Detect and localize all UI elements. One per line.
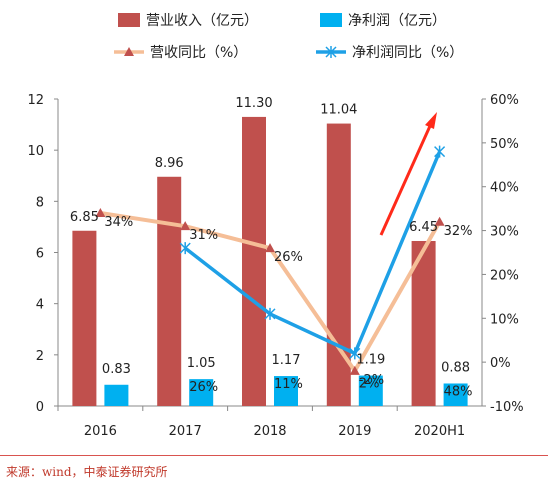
revenue-yoy-label: 34% bbox=[104, 215, 133, 230]
y-left-tick-label: 0 bbox=[36, 400, 44, 415]
legend-marker bbox=[124, 47, 134, 56]
revenue-bar bbox=[72, 230, 97, 406]
y-right-tick-label: 30% bbox=[490, 225, 519, 240]
revenue-yoy-label: 32% bbox=[444, 224, 473, 239]
revenue-value-label: 6.85 bbox=[70, 210, 99, 225]
revenue-yoy-marker bbox=[180, 221, 191, 231]
source-divider bbox=[0, 455, 548, 456]
y-left-tick-label: 4 bbox=[36, 298, 44, 313]
net-profit-value-label: 1.19 bbox=[356, 353, 385, 368]
legend-label: 净利润（亿元） bbox=[348, 13, 446, 29]
net-profit-value-label: 0.88 bbox=[441, 360, 470, 375]
revenue-value-label: 11.04 bbox=[320, 103, 357, 118]
net-profit-bar bbox=[358, 375, 383, 406]
y-right-tick-label: 10% bbox=[490, 312, 519, 327]
net-profit-yoy-label: 11% bbox=[274, 377, 303, 392]
chart: 0 2 4 6 8 10 12 -10% 0% 10% 20% 30% 40% 50% 60% 2016 201… bbox=[27, 13, 524, 439]
source-note: 来源：wind，中泰证券研究所 bbox=[6, 465, 168, 479]
net-profit-yoy-marker bbox=[434, 145, 446, 158]
x-tick-label: 2016 bbox=[84, 424, 117, 439]
y-left-tick-label: 12 bbox=[27, 93, 44, 108]
y-right-tick-label: -10% bbox=[490, 400, 524, 415]
revenue-yoy-marker bbox=[265, 243, 275, 253]
net-profit-value-label: 0.83 bbox=[102, 362, 131, 377]
net-profit-yoy-label: 2% bbox=[359, 377, 380, 392]
revenue-yoy-marker bbox=[349, 365, 360, 375]
trend-arrow-head bbox=[425, 112, 437, 129]
legend-label: 营收同比（%） bbox=[150, 45, 247, 61]
revenue-value-label: 8.96 bbox=[155, 156, 184, 171]
y-left-tick-label: 10 bbox=[27, 144, 44, 159]
y-right-tick-label: 60% bbox=[490, 93, 519, 108]
x-tick-label: 2019 bbox=[338, 424, 371, 439]
revenue-bar bbox=[411, 240, 436, 406]
legend-label: 营业收入（亿元） bbox=[146, 13, 258, 29]
y-left-tick-label: 6 bbox=[36, 247, 44, 262]
revenue-bar bbox=[326, 123, 351, 406]
revenue-yoy-marker bbox=[95, 208, 106, 218]
net-profit-yoy-label: 26% bbox=[189, 380, 218, 395]
revenue-value-label: 6.45 bbox=[409, 220, 438, 235]
net-profit-bar bbox=[274, 376, 298, 406]
legend-label: 净利润同比（%） bbox=[352, 45, 463, 61]
legend-swatch bbox=[320, 13, 342, 27]
net-profit-yoy-line bbox=[184, 150, 442, 356]
revenue-yoy-line bbox=[100, 211, 442, 373]
y-right-tick-label: 50% bbox=[490, 137, 519, 152]
trend-arrow-shaft bbox=[379, 125, 432, 236]
revenue-yoy-label: -2% bbox=[359, 373, 384, 388]
y-left-tick-label: 2 bbox=[36, 349, 44, 364]
x-tick-label: 2018 bbox=[253, 424, 286, 439]
net-profit-yoy-label: 48% bbox=[444, 384, 473, 399]
revenue-yoy-marker bbox=[434, 216, 445, 226]
net-profit-bar bbox=[189, 379, 214, 406]
revenue-yoy-label: 31% bbox=[189, 228, 218, 243]
y-right-tick-label: 0% bbox=[490, 356, 511, 371]
net-profit-yoy-marker bbox=[349, 347, 361, 360]
revenue-value-label: 11.30 bbox=[235, 96, 272, 111]
legend-swatch bbox=[118, 13, 140, 27]
revenue-yoy-label: 26% bbox=[274, 250, 303, 265]
net-profit-yoy-marker bbox=[179, 242, 191, 255]
net-profit-value-label: 1.17 bbox=[272, 353, 301, 368]
legend-marker bbox=[325, 46, 337, 58]
revenue-bar bbox=[242, 116, 266, 407]
revenue-bar bbox=[157, 176, 182, 406]
net-profit-value-label: 1.05 bbox=[187, 356, 216, 371]
y-right-tick-label: 20% bbox=[490, 268, 519, 283]
x-tick-label: 2020H1 bbox=[414, 424, 465, 439]
y-left-tick-label: 8 bbox=[36, 195, 44, 210]
y-right-tick-label: 40% bbox=[490, 181, 519, 196]
x-tick-label: 2017 bbox=[169, 424, 202, 439]
net-profit-yoy-marker bbox=[264, 307, 276, 320]
net-profit-bar bbox=[443, 383, 468, 406]
net-profit-bar bbox=[104, 384, 129, 406]
